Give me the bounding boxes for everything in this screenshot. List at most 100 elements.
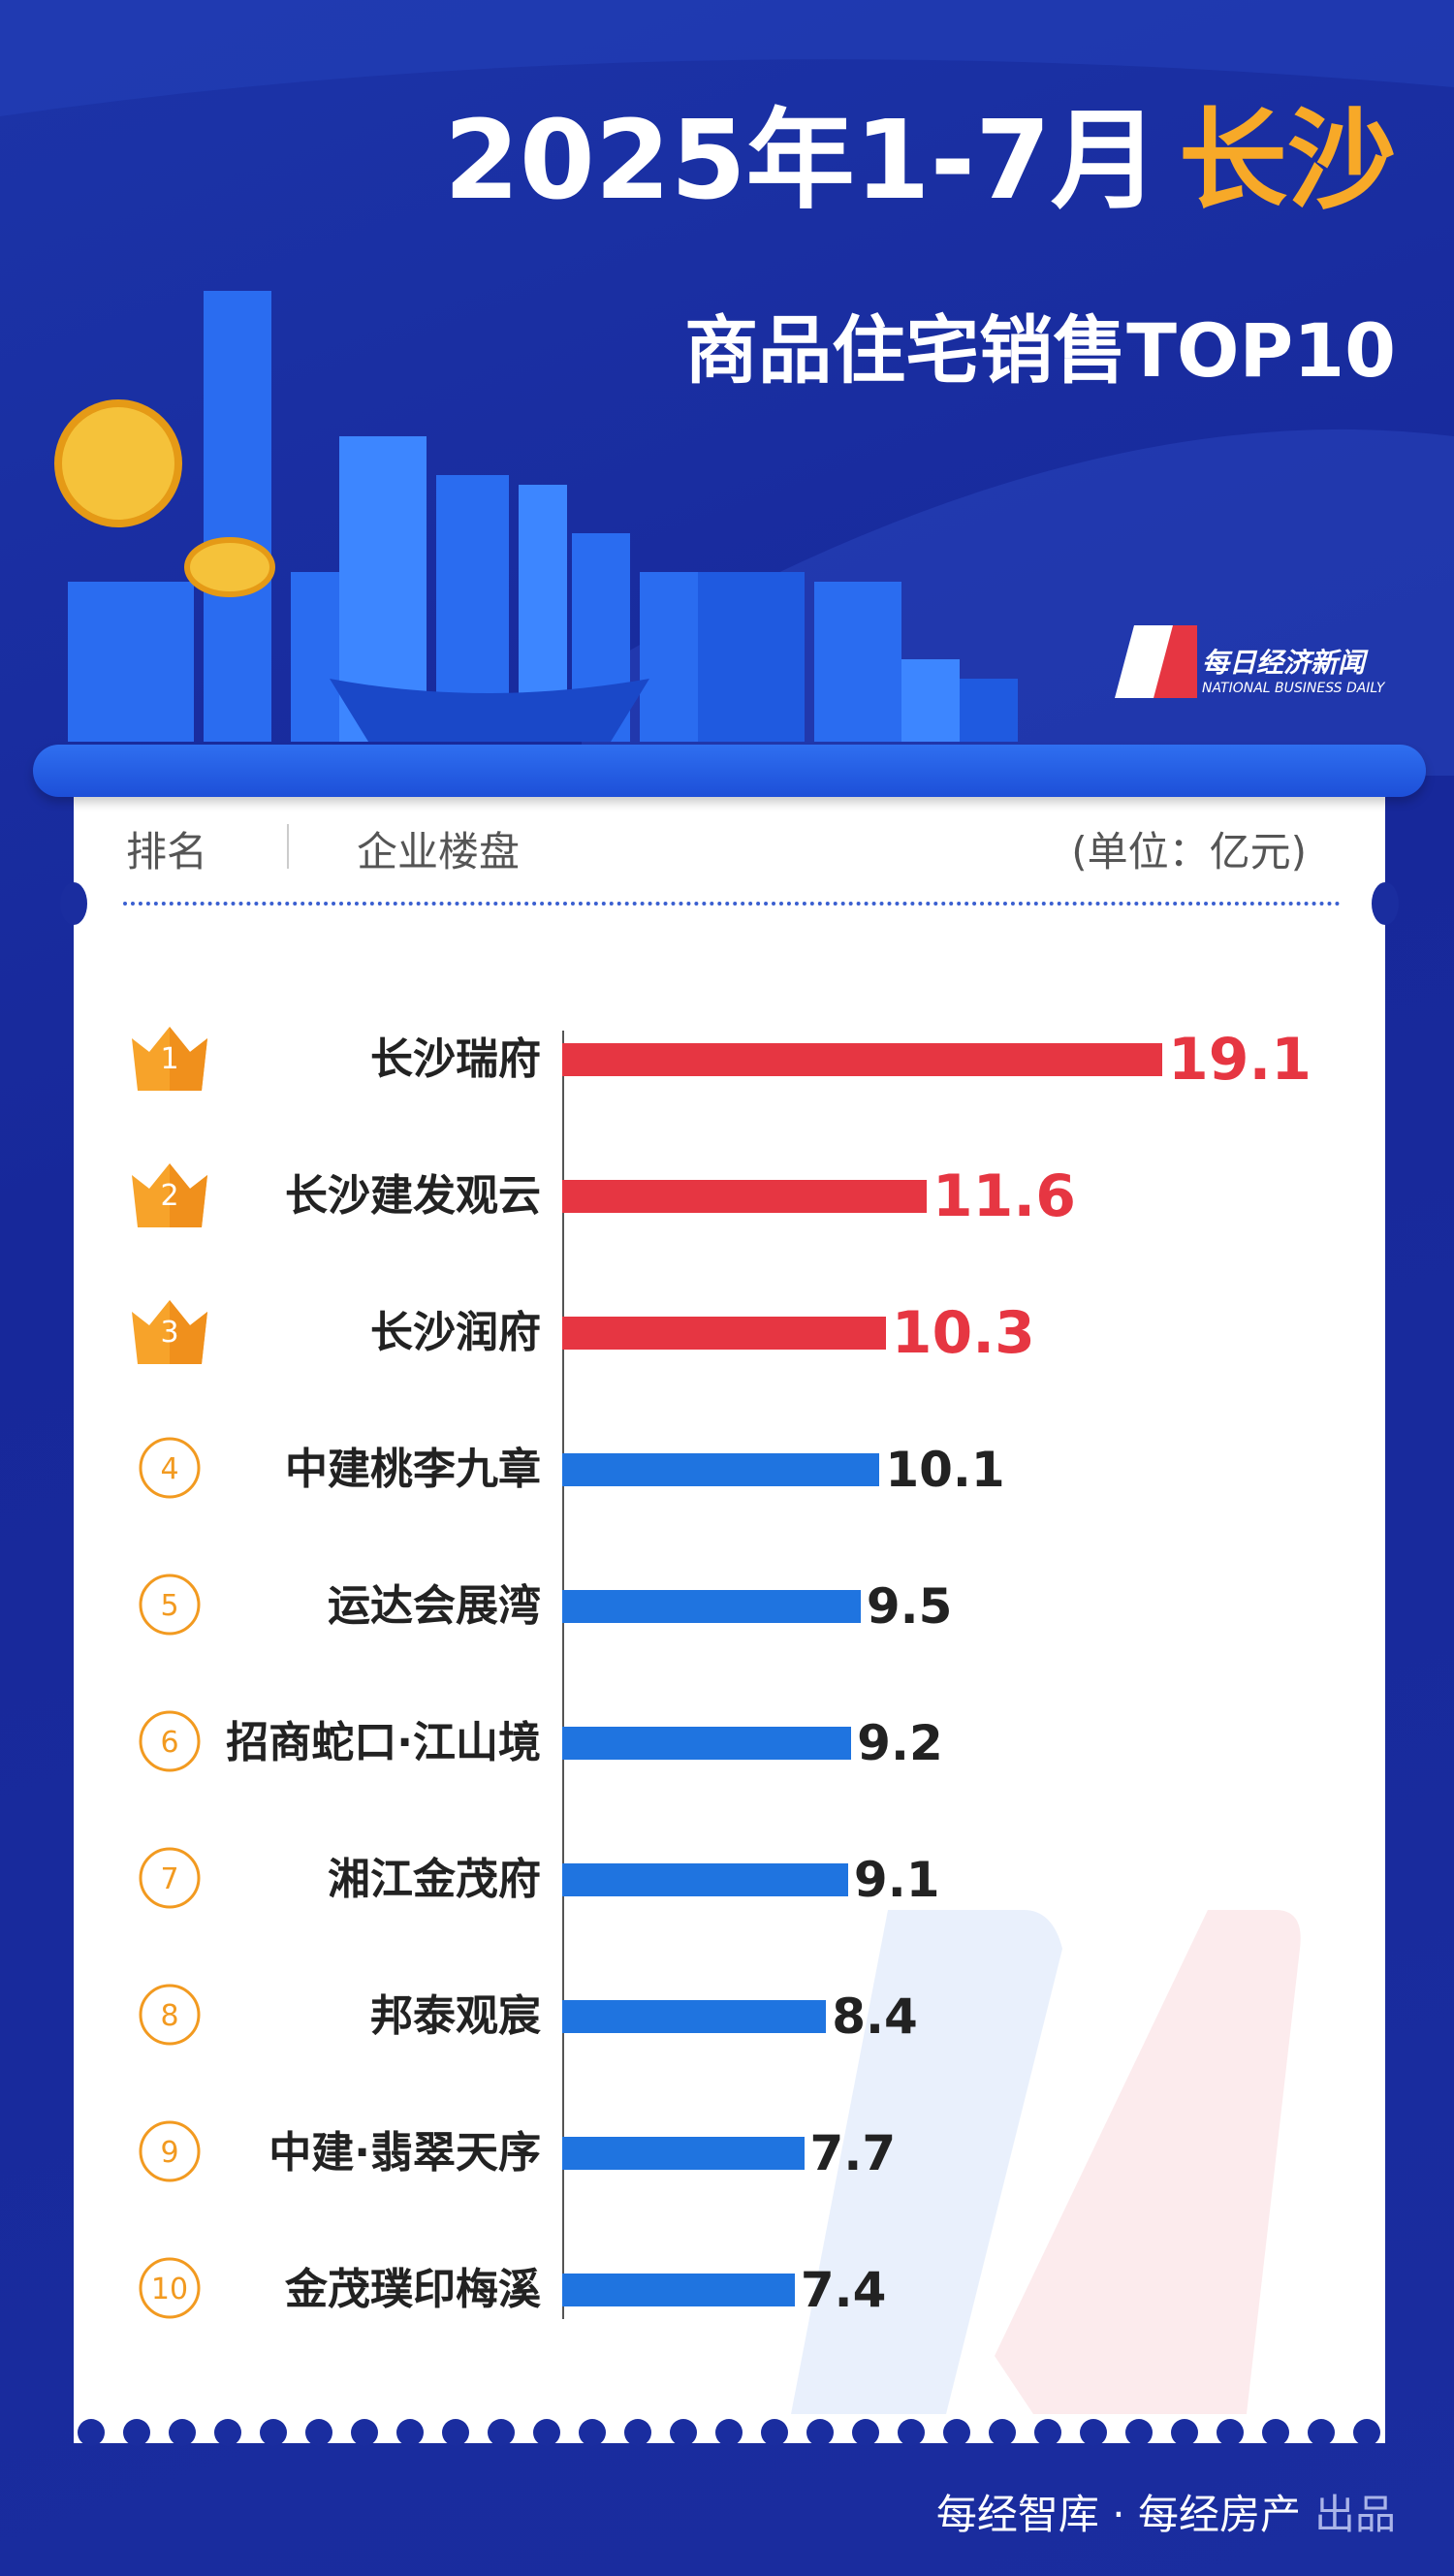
value-label: 9.5	[866, 1578, 953, 1635]
rank-number: 4	[160, 1452, 179, 1486]
watermark	[791, 1910, 1301, 2414]
value-label: 10.3	[891, 1299, 1035, 1367]
bar	[562, 1863, 848, 1896]
subtitle: 商品住宅销售TOP10	[684, 307, 1396, 394]
category-label: 长沙瑞府	[370, 1034, 541, 1084]
rank-icon	[139, 1710, 201, 1772]
scallop-dot	[488, 2419, 515, 2446]
rank-number: 10	[150, 2273, 189, 2306]
rank-icon	[139, 1574, 201, 1636]
scallop-dot	[715, 2419, 743, 2446]
dotted-line	[123, 902, 1341, 906]
value-label: 7.4	[800, 2262, 887, 2318]
scallop-dot	[989, 2419, 1016, 2446]
scallop-edge	[74, 2419, 1385, 2448]
header-unit: (单位：亿元)	[1071, 828, 1307, 875]
top-rail	[33, 745, 1426, 797]
scallop-dot	[442, 2419, 469, 2446]
scallop-dot	[351, 2419, 378, 2446]
rank-number: 3	[160, 1316, 179, 1350]
scallop-dot	[305, 2419, 332, 2446]
scallop-dot	[579, 2419, 606, 2446]
value-label: 11.6	[932, 1162, 1076, 1230]
title: 2025年1-7月 长沙	[444, 107, 1396, 215]
category-label: 长沙润府	[370, 1307, 541, 1357]
category-label: 中建·翡翠天序	[269, 2127, 541, 2178]
rank-icon	[139, 1437, 201, 1499]
category-label: 金茂璞印梅溪	[285, 2264, 541, 2314]
scallop-dot	[1308, 2419, 1335, 2446]
bar	[562, 1453, 880, 1486]
rank-icon	[139, 2120, 201, 2182]
scallop-dot	[533, 2419, 560, 2446]
scallop-dot	[123, 2419, 150, 2446]
category-label: 长沙建发观云	[285, 1170, 541, 1221]
rank-number: 8	[160, 1999, 179, 2033]
bar	[562, 1043, 1162, 1076]
rank-icon	[132, 1027, 207, 1091]
rank-icon	[132, 1163, 207, 1227]
category-label: 招商蛇口·江山境	[226, 1717, 541, 1767]
rank-number: 1	[160, 1042, 179, 1076]
scallop-dot	[1125, 2419, 1153, 2446]
scallop-dot	[670, 2419, 697, 2446]
bar	[562, 1727, 852, 1760]
scallop-dot	[396, 2419, 424, 2446]
logo-en: NATIONAL BUSINESS DAILY	[1202, 681, 1385, 696]
rank-icon	[139, 1847, 201, 1909]
scallop-dot	[806, 2419, 834, 2446]
notch	[1372, 882, 1399, 925]
bar	[562, 2137, 805, 2170]
scallop-dot	[624, 2419, 651, 2446]
value-label: 8.4	[832, 1988, 918, 2045]
category-label: 湘江金茂府	[328, 1854, 541, 1904]
rank-number: 6	[160, 1726, 179, 1760]
category-label: 运达会展湾	[328, 1580, 541, 1631]
scallop-dot	[898, 2419, 925, 2446]
footer-suffix: 出品	[1313, 2491, 1396, 2538]
category-label: 邦泰观宸	[370, 1990, 541, 2041]
scallop-dot	[943, 2419, 970, 2446]
value-label: 7.7	[809, 2125, 897, 2181]
footer: 每经智库 · 每经房产 出品	[936, 2482, 1396, 2541]
rank-number: 9	[160, 2136, 179, 2170]
title-text: 2025年1-7月	[443, 98, 1159, 224]
bar	[562, 1317, 886, 1350]
scallop-dot	[1217, 2419, 1244, 2446]
header-project: 企业楼盘	[357, 828, 521, 875]
scallop-dot	[1034, 2419, 1061, 2446]
value-label: 10.1	[885, 1442, 1005, 1498]
scallop-dot	[1171, 2419, 1198, 2446]
skyline	[0, 0, 1454, 776]
rank-icon	[139, 2257, 201, 2319]
title-city: 长沙	[1179, 98, 1396, 224]
bar	[562, 1180, 927, 1213]
category-label: 中建桃李九章	[285, 1444, 541, 1494]
axis-line	[562, 1031, 564, 2319]
value-label: 9.2	[857, 1715, 943, 1771]
scallop-dot	[1080, 2419, 1107, 2446]
bar	[562, 1590, 861, 1623]
notch	[60, 882, 87, 925]
scallop-dot	[761, 2419, 788, 2446]
logo-cn: 每日经济新闻	[1202, 647, 1366, 679]
bar	[562, 2000, 827, 2033]
header-rank: 排名	[126, 828, 208, 875]
scallop-dot	[852, 2419, 879, 2446]
scallop-dot	[260, 2419, 287, 2446]
rank-icon	[132, 1300, 207, 1364]
scallop-dot	[214, 2419, 241, 2446]
header-divider	[287, 824, 289, 869]
rank-number: 2	[160, 1179, 179, 1213]
rank-icon	[139, 1984, 201, 2046]
rank-number: 5	[160, 1589, 179, 1623]
scallop-dot	[78, 2419, 105, 2446]
rank-number: 7	[160, 1862, 179, 1896]
value-label: 9.1	[853, 1852, 940, 1908]
scallop-dot	[1262, 2419, 1289, 2446]
footer-source: 每经智库 · 每经房产	[935, 2491, 1301, 2538]
bar	[562, 2274, 795, 2306]
value-label: 19.1	[1168, 1026, 1312, 1094]
scallop-dot	[1353, 2419, 1380, 2446]
